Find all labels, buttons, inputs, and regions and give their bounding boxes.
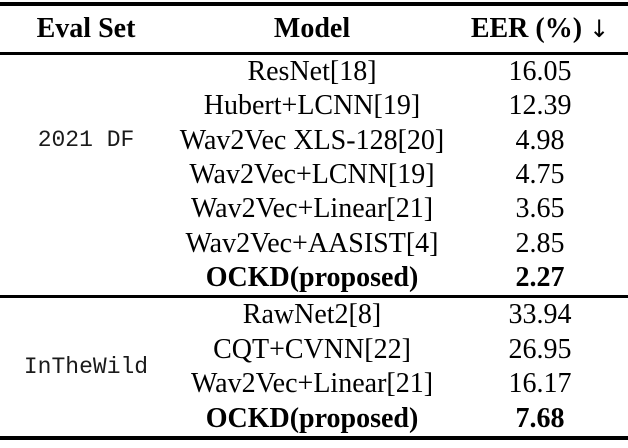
eer-cell: 33.94: [508, 299, 572, 331]
header-eer-label: EER (%): [470, 13, 583, 44]
eer-cell: 3.65: [515, 193, 565, 225]
header-rule: [0, 52, 628, 55]
eer-cell: 16.05: [508, 56, 572, 88]
table-row: Wav2Vec XLS-128[20] 4.98: [0, 124, 628, 158]
eval-set-label: 2021 DF: [37, 127, 135, 154]
model-cell: ResNet[18]: [247, 56, 377, 88]
table-header-row: Eval Set Model EER (%) ↓: [0, 6, 628, 52]
model-cell: OCKD(proposed): [205, 261, 419, 293]
table-row: Wav2Vec+AASIST[4] 2.85: [0, 226, 628, 260]
model-cell: Wav2Vec XLS-128[20]: [179, 124, 445, 156]
bottom-rule: [0, 436, 628, 440]
model-cell: OCKD(proposed): [205, 402, 419, 434]
model-cell: Wav2Vec+LCNN[19]: [189, 158, 435, 190]
eer-cell: 4.75: [515, 158, 565, 190]
eer-cell: 16.17: [508, 368, 572, 400]
group-2021-df: 2021 DF ResNet[18] 16.05 Hubert+LCNN[19]…: [0, 55, 628, 295]
model-cell: CQT+CVNN[22]: [213, 333, 411, 365]
eer-cell: 12.39: [508, 90, 572, 122]
model-cell: RawNet2[8]: [242, 299, 382, 331]
header-eer: EER (%) ↓: [452, 15, 628, 43]
model-cell: Wav2Vec+AASIST[4]: [185, 227, 439, 259]
eer-cell: 26.95: [508, 333, 572, 365]
table-row-proposed: OCKD(proposed) 2.27: [0, 261, 628, 295]
mid-rule: [0, 295, 628, 298]
table-row-proposed: OCKD(proposed) 7.68: [0, 402, 628, 437]
down-arrow-icon: ↓: [589, 15, 610, 43]
top-rule: [0, 2, 628, 6]
header-model: Model: [273, 13, 351, 44]
model-cell: Wav2Vec+Linear[21]: [190, 193, 434, 225]
eer-cell: 2.27: [515, 261, 565, 293]
eer-cell: 4.98: [515, 124, 565, 156]
eval-set-label: InTheWild: [23, 353, 149, 380]
group-inthewild: InTheWild RawNet2[8] 33.94 CQT+CVNN[22] …: [0, 298, 628, 436]
eer-cell: 7.68: [515, 402, 565, 434]
table-row: Hubert+LCNN[19] 12.39: [0, 89, 628, 123]
eer-cell: 2.85: [515, 227, 565, 259]
table-row: ResNet[18] 16.05: [0, 55, 628, 89]
table-row: Wav2Vec+LCNN[19] 4.75: [0, 158, 628, 192]
model-cell: Wav2Vec+Linear[21]: [190, 368, 434, 400]
table-row: CQT+CVNN[22] 26.95: [0, 333, 628, 368]
model-cell: Hubert+LCNN[19]: [203, 90, 421, 122]
table-row: Wav2Vec+Linear[21] 16.17: [0, 367, 628, 402]
table-row: RawNet2[8] 33.94: [0, 298, 628, 333]
table-row: Wav2Vec+Linear[21] 3.65: [0, 192, 628, 226]
header-eval-set: Eval Set: [36, 13, 136, 44]
